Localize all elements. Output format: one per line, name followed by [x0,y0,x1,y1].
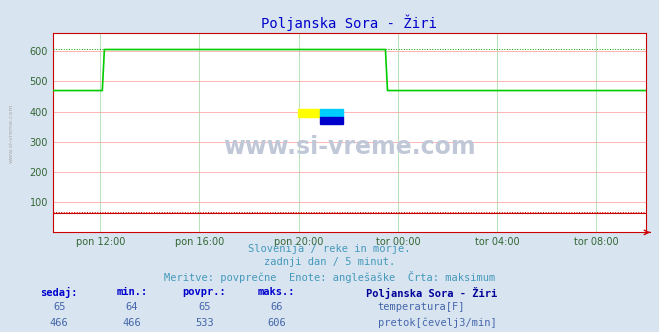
Text: 533: 533 [195,318,214,328]
Text: 466: 466 [50,318,69,328]
Text: 64: 64 [126,302,138,312]
Bar [298,109,320,117]
Text: temperatura[F]: temperatura[F] [378,302,465,312]
Text: zadnji dan / 5 minut.: zadnji dan / 5 minut. [264,257,395,267]
Title: Poljanska Sora - Žiri: Poljanska Sora - Žiri [262,14,437,31]
Text: maks.:: maks.: [258,287,295,297]
Text: www.si-vreme.com: www.si-vreme.com [9,103,14,163]
Text: sedaj:: sedaj: [41,287,78,298]
Bar [320,117,343,124]
Text: www.si-vreme.com: www.si-vreme.com [223,135,476,159]
Bar [320,109,343,117]
Text: 65: 65 [198,302,210,312]
Text: min.:: min.: [116,287,148,297]
Text: Meritve: povprečne  Enote: anglešaške  Črta: maksimum: Meritve: povprečne Enote: anglešaške Črt… [164,271,495,283]
Text: 466: 466 [123,318,141,328]
Text: Poljanska Sora - Žiri: Poljanska Sora - Žiri [366,287,497,299]
Text: 606: 606 [268,318,286,328]
Text: Slovenija / reke in morje.: Slovenija / reke in morje. [248,244,411,254]
Text: pretok[čevelj3/min]: pretok[čevelj3/min] [378,318,496,328]
Text: povpr.:: povpr.: [183,287,226,297]
Text: 65: 65 [53,302,65,312]
Text: 66: 66 [271,302,283,312]
